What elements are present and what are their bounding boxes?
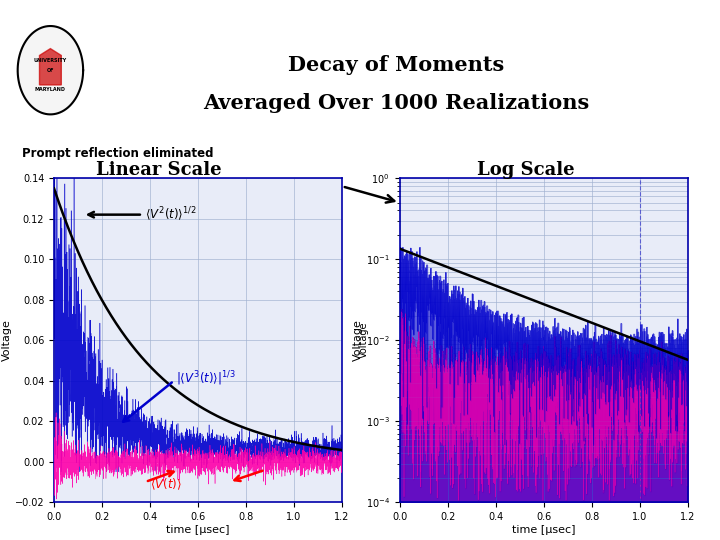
X-axis label: time [μsec]: time [μsec] <box>512 525 575 535</box>
Text: Averaged Over 1000 Realizations: Averaged Over 1000 Realizations <box>203 92 589 113</box>
Text: $|\langle V^3(t)\rangle|^{1/3}$: $|\langle V^3(t)\rangle|^{1/3}$ <box>176 369 236 388</box>
Y-axis label: Voltage: Voltage <box>353 319 363 361</box>
Text: Log Scale: Log Scale <box>477 161 575 179</box>
Text: MARYLAND: MARYLAND <box>35 87 66 92</box>
X-axis label: time [μsec]: time [μsec] <box>166 525 230 535</box>
Text: UNIVERSITY: UNIVERSITY <box>34 58 67 63</box>
Text: Prompt reflection eliminated: Prompt reflection eliminated <box>22 147 213 160</box>
Text: OF: OF <box>47 68 54 73</box>
Polygon shape <box>40 49 61 85</box>
Text: Voltage: Voltage <box>359 322 369 359</box>
Y-axis label: Voltage: Voltage <box>2 319 12 361</box>
Text: $\langle V^2(t)\rangle^{1/2}$: $\langle V^2(t)\rangle^{1/2}$ <box>145 205 197 222</box>
Text: Decay of Moments: Decay of Moments <box>288 55 504 75</box>
Text: $\langle V(t)\rangle$: $\langle V(t)\rangle$ <box>150 476 182 491</box>
Circle shape <box>18 26 83 114</box>
Text: Linear Scale: Linear Scale <box>96 161 221 179</box>
